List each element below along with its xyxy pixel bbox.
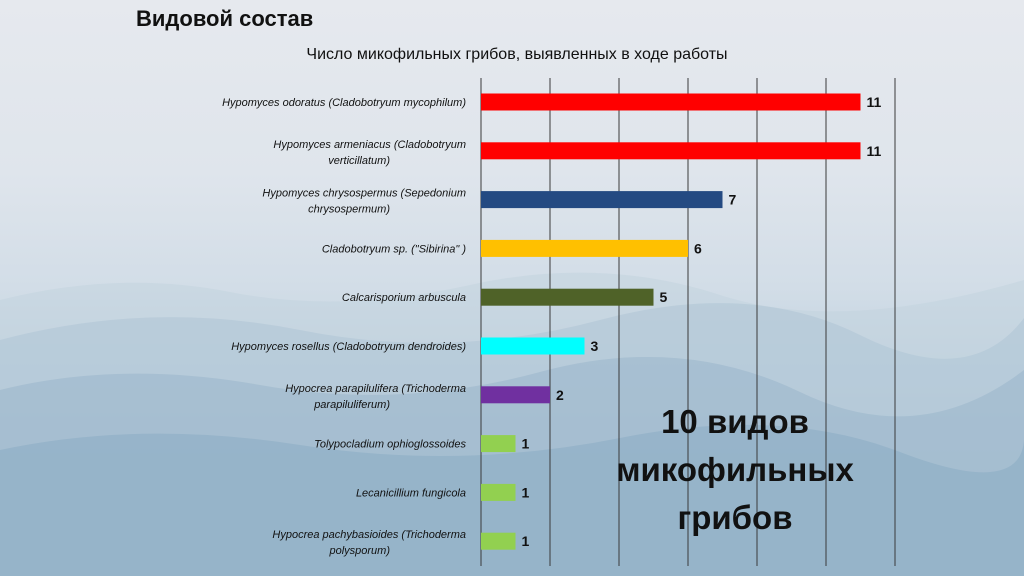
callout-line-2: микофильных	[616, 450, 854, 488]
category-label: Lecanicillium fungicola	[356, 487, 466, 499]
slide-title: Видовой состав	[136, 6, 314, 31]
bar	[481, 532, 516, 550]
data-label: 1	[522, 533, 530, 549]
bar	[481, 191, 723, 209]
category-label: Hypomyces armeniacus (Cladobotryum vertic…	[273, 139, 466, 167]
data-label: 11	[867, 143, 882, 159]
bar	[481, 483, 516, 501]
data-label: 5	[660, 289, 668, 305]
data-label: 1	[522, 484, 530, 500]
bar	[481, 337, 585, 355]
bar	[481, 142, 861, 160]
callout-line-3: грибов	[677, 498, 793, 536]
species-count-callout: 10 видов микофильных грибов	[590, 398, 880, 542]
callout-line-1: 10 видов	[661, 403, 809, 440]
bar	[481, 93, 861, 111]
data-label: 6	[694, 240, 702, 256]
bar	[481, 386, 550, 404]
data-label: 7	[729, 192, 737, 208]
data-label: 2	[556, 387, 564, 403]
bar	[481, 288, 654, 306]
category-label: Calcarisporium arbuscula	[342, 292, 466, 304]
data-label: 1	[522, 436, 530, 452]
bar	[481, 435, 516, 453]
category-label: Tolypocladium ophioglossoides	[314, 439, 466, 451]
category-label: Hypocrea pachybasioides (Trichoderma poly…	[272, 529, 466, 557]
category-label: Hypocrea parapilulifera (Trichoderma para…	[285, 383, 466, 411]
category-label: Hypomyces rosellus (Cladobotryum dendroi…	[231, 341, 466, 353]
chart-title: Число микофильных грибов, выявленных в х…	[306, 46, 728, 63]
category-label: Hypomyces odoratus (Cladobotryum mycophi…	[222, 97, 466, 109]
category-label: Hypomyces chrysospermus (Sepedonium chrys…	[262, 188, 466, 216]
data-label: 11	[867, 94, 882, 110]
data-label: 3	[591, 338, 599, 354]
bar	[481, 239, 688, 257]
category-label: Cladobotryum sp. ("Sibirina" )	[322, 243, 466, 255]
